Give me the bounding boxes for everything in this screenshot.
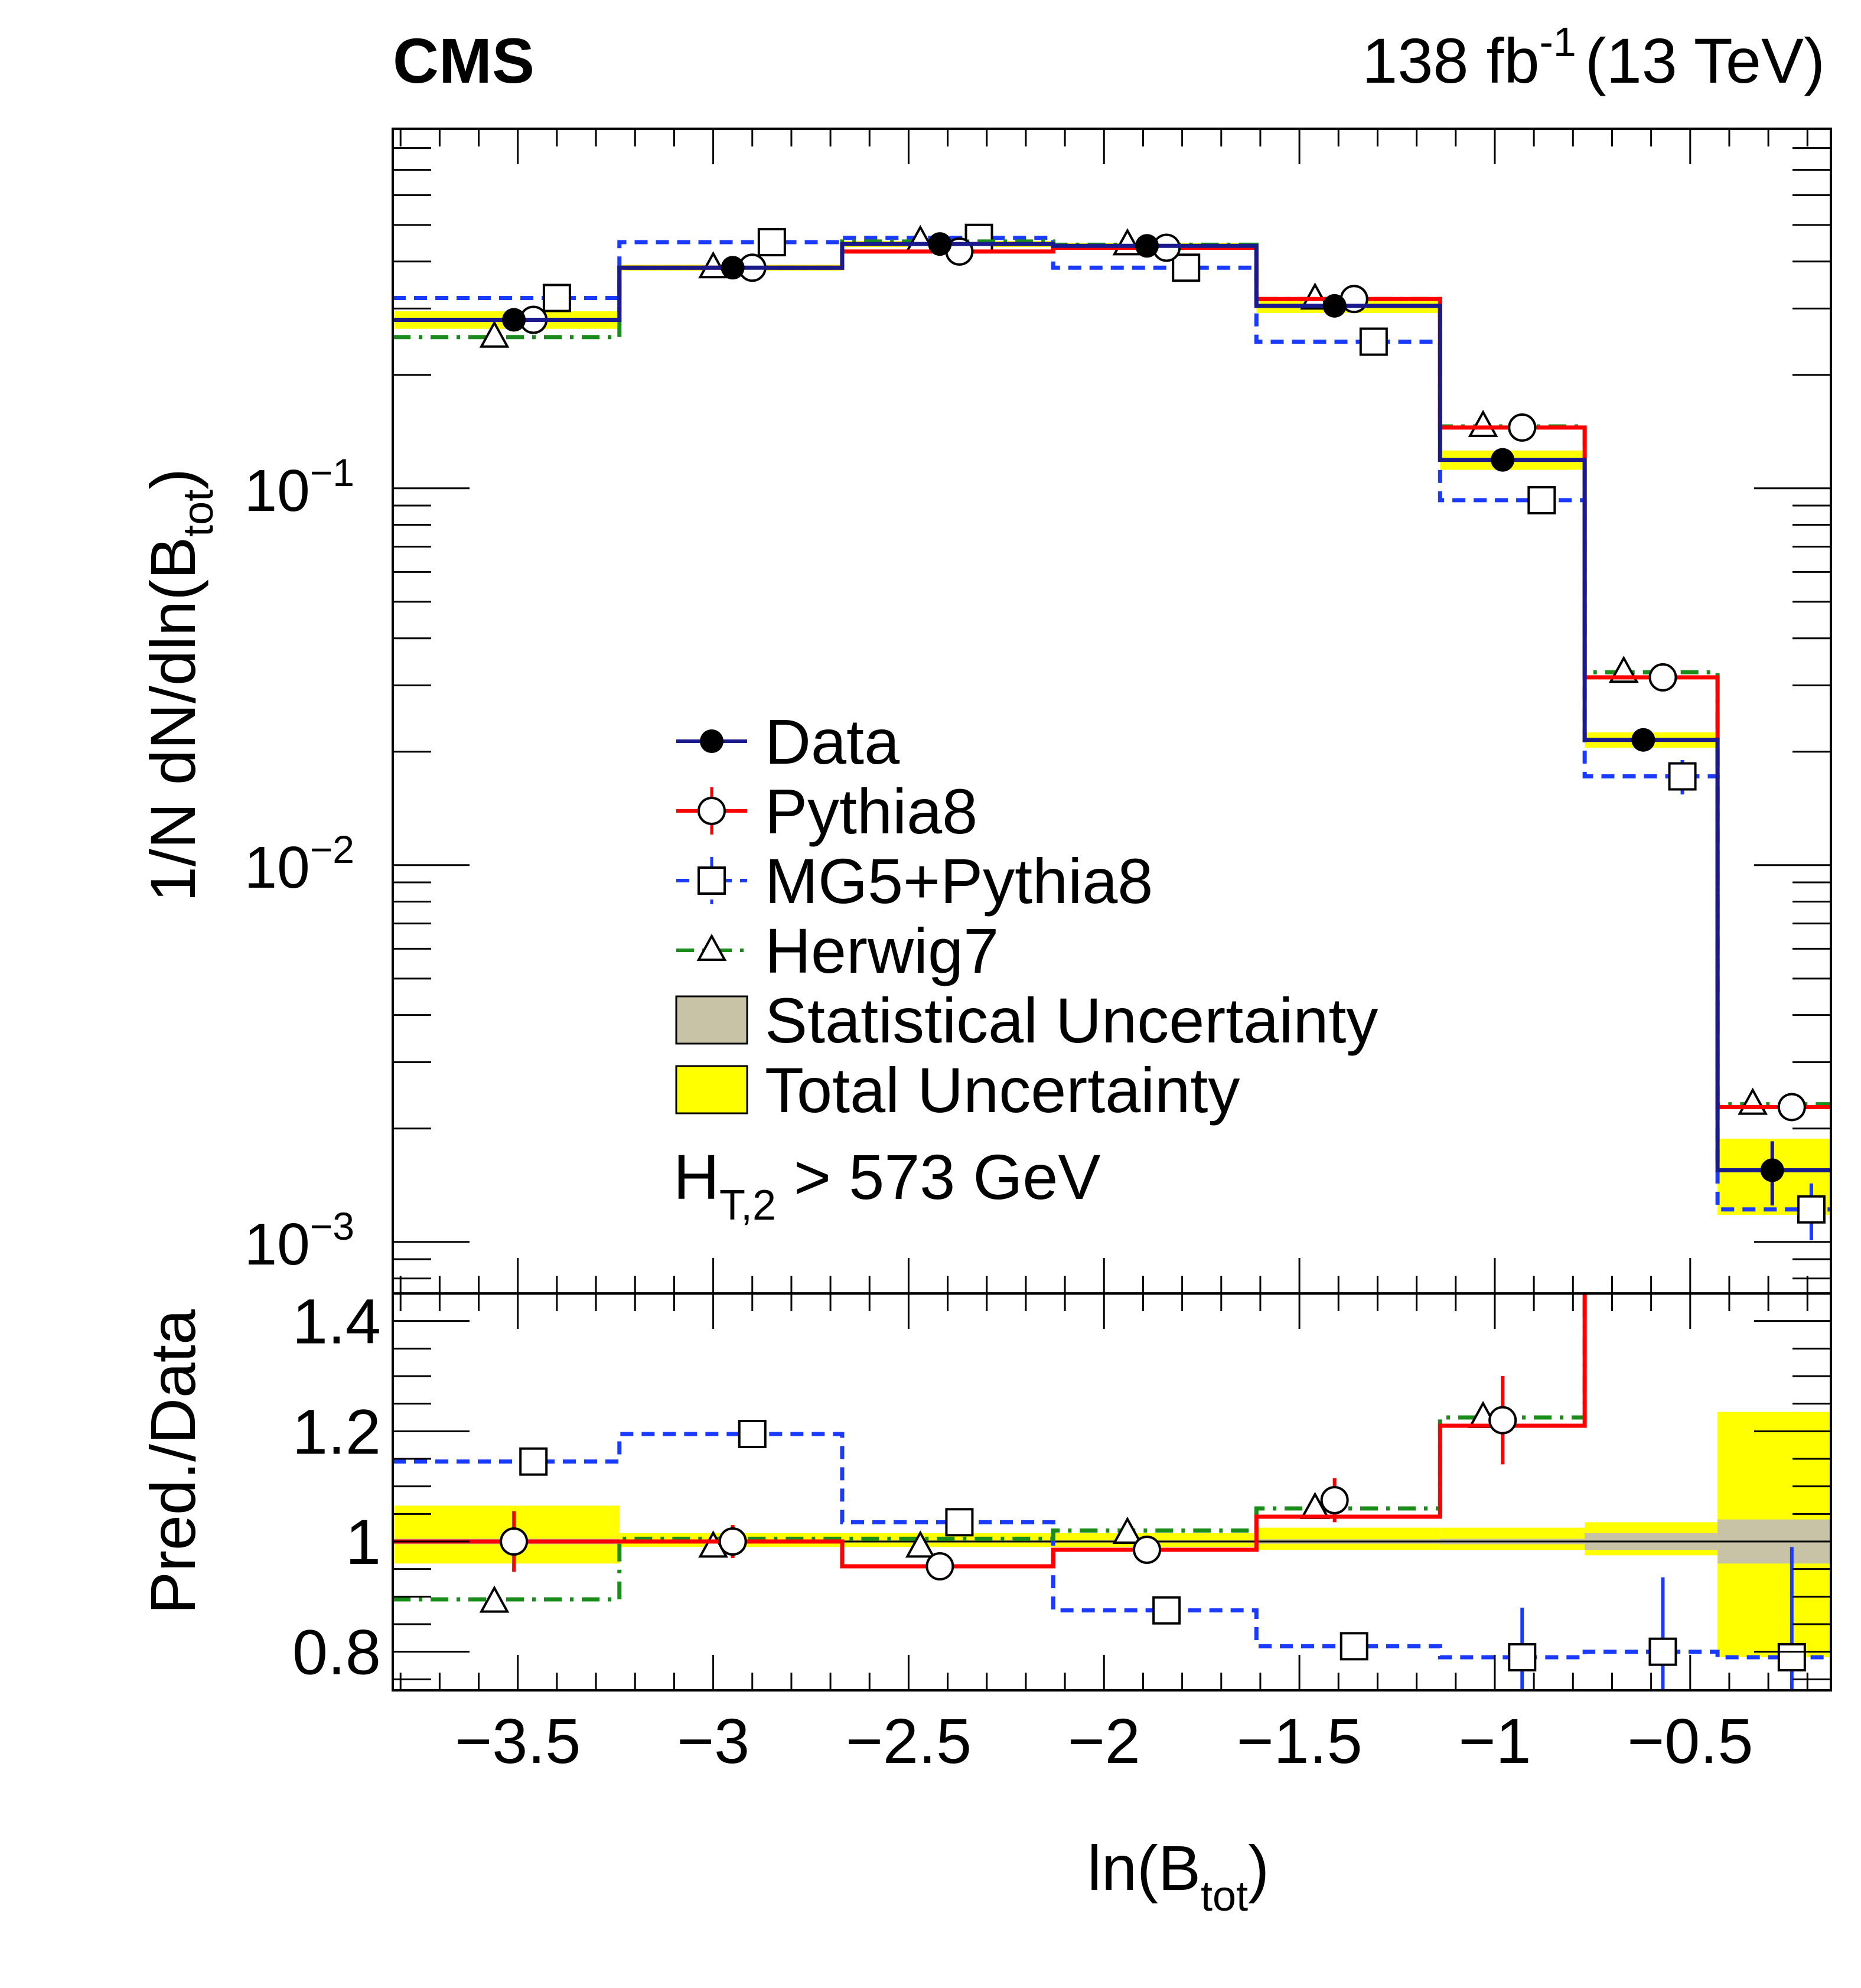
legend-marker: [698, 797, 726, 825]
x-axis-title-text: ln(B: [1087, 1832, 1201, 1904]
x-axis-title-sub: tot: [1201, 1873, 1248, 1920]
legend-label: MG5+Pythia8: [765, 845, 1153, 917]
energy-value: (13 TeV): [1585, 25, 1825, 96]
cut-label: HT,2 > 573 GeV: [673, 1141, 1100, 1229]
marker-data: [502, 308, 526, 332]
legend-label: Data: [765, 706, 900, 777]
ratio-marker-mg5+pythia8: [1648, 1637, 1677, 1666]
y-axis-title-main-text: 1/N dN/dln(B: [137, 537, 208, 902]
marker-pythia8: [1777, 1093, 1806, 1122]
y-tick-exponent: −3: [310, 1204, 354, 1248]
marker-data: [1631, 728, 1655, 752]
y-axis-title-ratio: Pred./Data: [137, 1309, 208, 1614]
axes: −3.5 −3 −2.5 −2 −1.5 −1 −0.510−110−210−30.811.…: [245, 128, 1832, 1777]
marker-data: [1491, 448, 1515, 472]
y-tick-exponent: −2: [310, 827, 354, 871]
legend-label: Pythia8: [765, 775, 977, 847]
y-ratio-tick-label: 1.2: [292, 1396, 381, 1467]
x-tick-label: −0.5: [1627, 1705, 1753, 1777]
y-tick-base: 10: [245, 835, 310, 901]
ratio-marker-pythia8: [1133, 1536, 1162, 1564]
ratio-marker-herwig7: [905, 1530, 936, 1558]
x-tick-label: −2.5: [846, 1705, 972, 1777]
marker-data: [928, 232, 952, 256]
marker-data: [1760, 1158, 1784, 1182]
y-axis-title-main: 1/N dN/dln(Btot): [137, 468, 222, 902]
ratio-marker-herwig7: [1112, 1516, 1143, 1544]
marker-pythia8: [1508, 413, 1537, 442]
marker-herwig7: [479, 320, 510, 348]
marker-mg5+pythia8: [1797, 1195, 1826, 1224]
x-axis-title-close: ): [1248, 1832, 1269, 1904]
y-tick-exponent: −1: [310, 451, 354, 494]
ratio-marker-mg5+pythia8: [738, 1420, 767, 1448]
marker-mg5+pythia8: [1172, 253, 1201, 282]
luminosity-value: 138 fb: [1362, 25, 1539, 96]
ratio-marker-herwig7: [479, 1585, 510, 1613]
ratio-marker-pythia8: [925, 1552, 954, 1580]
marker-herwig7: [698, 251, 728, 279]
marker-data: [721, 256, 745, 280]
ratio-marker-pythia8: [1488, 1406, 1517, 1435]
ratio-marker-mg5+pythia8: [1777, 1643, 1806, 1671]
ratio-marker-mg5+pythia8: [519, 1447, 548, 1476]
marker-herwig7: [1468, 409, 1498, 437]
legend-label: Herwig7: [765, 915, 999, 986]
y-main-tick-label: 10−3: [245, 1204, 354, 1277]
marker-data: [1135, 234, 1159, 258]
legend-marker: [700, 729, 723, 753]
x-tick-label: −1: [1458, 1705, 1531, 1777]
x-tick-label: −2: [1068, 1705, 1140, 1777]
y-axis-title-main-sub: tot: [175, 490, 222, 537]
ratio-panel: [393, 1293, 1831, 1690]
marker-mg5+pythia8: [757, 228, 786, 257]
y-axis-title-main-close: ): [137, 468, 208, 490]
series-line-pythia8: [393, 245, 1831, 1109]
ratio-marker-mg5+pythia8: [1339, 1632, 1368, 1661]
marker-data: [1322, 294, 1347, 318]
marker-mg5+pythia8: [1359, 327, 1388, 356]
luminosity-label: 138 fb-1 (13 TeV): [1362, 19, 1825, 96]
y-tick-base: 10: [245, 458, 310, 524]
ratio-marker-pythia8: [1320, 1486, 1349, 1514]
ratio-total-band: [1256, 1527, 1440, 1550]
x-tick-label: −3.5: [455, 1705, 581, 1777]
legend-label: Total Uncertainty: [765, 1054, 1240, 1126]
main-panel: [393, 223, 1831, 1241]
marker-herwig7: [1300, 282, 1330, 310]
luminosity-exponent: -1: [1540, 19, 1576, 65]
x-tick-label: −3: [677, 1705, 749, 1777]
legend-box: [675, 995, 748, 1045]
marker-pythia8: [1648, 663, 1677, 692]
marker-herwig7: [1738, 1087, 1768, 1115]
experiment-label: CMS: [393, 25, 534, 96]
legend-marker: [698, 866, 726, 895]
ratio-marker-mg5+pythia8: [945, 1508, 974, 1537]
ratio-marker-mg5+pythia8: [1508, 1643, 1537, 1671]
ratio-marker-mg5+pythia8: [1152, 1596, 1181, 1625]
legend: DataPythia8MG5+Pythia8Herwig7Statistical…: [675, 706, 1378, 1126]
marker-mg5+pythia8: [542, 283, 571, 312]
marker-mg5+pythia8: [1668, 762, 1697, 791]
x-tick-label: −1.5: [1236, 1705, 1362, 1777]
ratio-marker-pythia8: [500, 1527, 529, 1556]
ratio-marker-pythia8: [718, 1527, 747, 1556]
y-ratio-tick-label: 1: [346, 1506, 381, 1578]
legend-box: [675, 1065, 748, 1114]
y-main-tick-label: 10−1: [245, 451, 354, 524]
marker-mg5+pythia8: [1527, 485, 1556, 514]
y-ratio-tick-label: 1.4: [292, 1286, 381, 1357]
cut-label-sub: T,2: [719, 1182, 776, 1229]
cut-label-prefix: H: [673, 1141, 719, 1213]
legend-marker: [696, 933, 727, 961]
cut-label-suffix: > 573 GeV: [776, 1141, 1100, 1213]
y-main-tick-label: 10−2: [245, 827, 354, 901]
y-tick-base: 10: [245, 1211, 310, 1277]
y-ratio-tick-label: 0.8: [292, 1617, 381, 1688]
legend-label: Statistical Uncertainty: [765, 985, 1378, 1056]
ratio-frame: [392, 1292, 1832, 1692]
x-axis-title: ln(Btot): [1087, 1832, 1269, 1920]
ratio-line-pythia8: [393, 1293, 1587, 1569]
